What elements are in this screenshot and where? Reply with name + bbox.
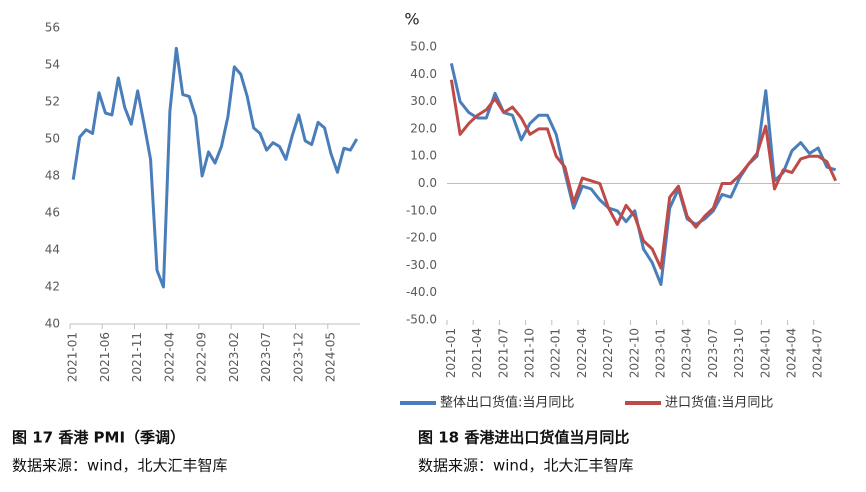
x-tick-label: 2021-06 <box>98 332 112 382</box>
y-tick-label: 42 <box>45 280 60 294</box>
y-tick-label: 52 <box>45 95 60 109</box>
x-tick-label: 2021-01 <box>66 332 80 382</box>
y-tick-label: -20.0 <box>406 231 437 245</box>
x-tick-label: 2021-04 <box>470 328 484 378</box>
y-tick-label: -30.0 <box>406 258 437 272</box>
x-tick-label: 2022-04 <box>575 328 589 378</box>
legend-label: 整体出口货值:当月同比 <box>440 395 574 411</box>
y-tick-label: 10.0 <box>410 149 437 163</box>
x-tick-label: 2021-10 <box>522 328 536 378</box>
x-tick-label: 2023-07 <box>259 332 273 382</box>
y-axis-label: % <box>404 10 419 29</box>
y-tick-label: 46 <box>45 206 60 220</box>
x-tick-label: 2024-07 <box>811 328 825 378</box>
y-tick-label: 44 <box>45 243 60 257</box>
y-tick-label: 30.0 <box>410 94 437 108</box>
x-tick-label: 2021-01 <box>444 328 458 378</box>
x-tick-label: 2023-02 <box>227 332 241 382</box>
x-tick-label: 2022-04 <box>162 332 176 382</box>
x-tick-label: 2022-07 <box>601 328 615 378</box>
y-tick-label: 40.0 <box>410 67 437 81</box>
x-tick-label: 2023-07 <box>706 328 720 378</box>
caption: 图 18 香港进出口货值当月同比 <box>418 429 629 447</box>
y-tick-label: 50.0 <box>410 40 437 54</box>
caption: 图 17 香港 PMI（季调） <box>12 429 185 447</box>
x-tick-label: 2022-10 <box>627 328 641 378</box>
x-tick-label: 2024-05 <box>324 332 338 382</box>
x-tick-label: 2023-10 <box>732 328 746 378</box>
x-tick-label: 2024-04 <box>784 328 798 378</box>
y-tick-label: 56 <box>45 21 60 35</box>
x-tick-label: 2022-09 <box>195 332 209 382</box>
series-line <box>71 46 359 289</box>
x-tick-label: 2024-01 <box>758 328 772 378</box>
y-tick-label: 0.0 <box>418 176 437 190</box>
series-line <box>449 79 837 270</box>
y-tick-label: 20.0 <box>410 121 437 135</box>
series-line <box>449 63 837 287</box>
y-tick-label: 40 <box>45 317 60 331</box>
y-tick-label: 48 <box>45 169 60 183</box>
x-tick-label: 2023-01 <box>653 328 667 378</box>
x-tick-label: 2022-01 <box>549 328 563 378</box>
x-tick-label: 2021-11 <box>130 332 144 382</box>
y-tick-label: -40.0 <box>406 285 437 299</box>
x-tick-label: 2021-07 <box>496 328 510 378</box>
y-tick-label: 54 <box>45 58 60 72</box>
source: 数据来源：wind，北大汇丰智库 <box>418 457 633 475</box>
x-tick-label: 2023-12 <box>291 332 305 382</box>
legend-label: 进口货值:当月同比 <box>665 395 773 411</box>
source: 数据来源：wind，北大汇丰智库 <box>12 457 227 475</box>
y-tick-label: 50 <box>45 132 60 146</box>
x-tick-label: 2023-04 <box>680 328 694 378</box>
y-tick-label: -10.0 <box>406 203 437 217</box>
y-tick-label: -50.0 <box>406 313 437 327</box>
